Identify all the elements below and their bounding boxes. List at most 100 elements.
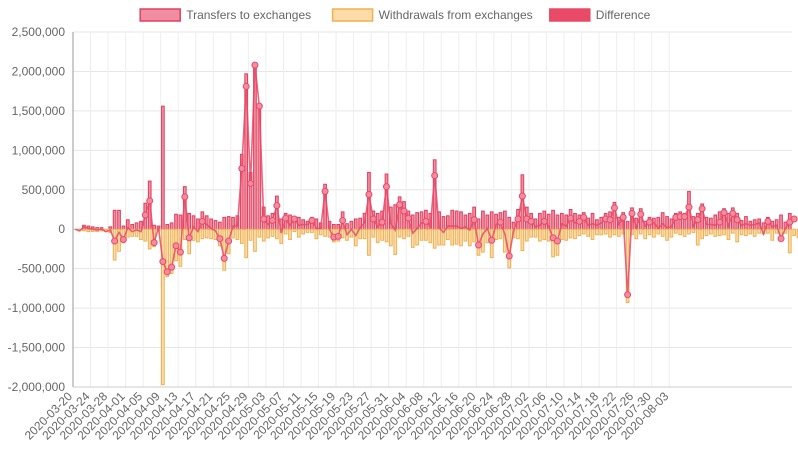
difference-point	[729, 209, 737, 217]
transfers-bar	[551, 209, 555, 230]
difference-point	[720, 209, 728, 217]
difference-point	[334, 232, 342, 240]
withdrawals-bar	[638, 228, 643, 235]
transfers-bar	[507, 216, 512, 230]
difference-point	[567, 214, 575, 222]
y-tick-label: -500,000	[18, 262, 66, 276]
legend-item-transfers[interactable]: Transfers to exchanges	[139, 8, 311, 22]
y-tick-label: 500,000	[22, 183, 66, 197]
withdrawals-bar	[538, 228, 542, 242]
withdrawals-bar	[165, 228, 170, 278]
difference-point	[268, 217, 276, 225]
withdrawals-bar	[432, 228, 437, 249]
transfers-bar	[117, 209, 121, 230]
withdrawals-bar	[283, 228, 288, 235]
difference-point	[580, 213, 588, 221]
bars-layer	[77, 64, 798, 386]
transfers-bar	[402, 201, 406, 230]
withdrawals-bar	[691, 228, 696, 233]
difference-point	[527, 217, 535, 225]
transfers-bar	[625, 220, 630, 230]
withdrawals-bar	[669, 228, 674, 238]
difference-point	[146, 197, 154, 205]
difference-point	[198, 217, 206, 225]
withdrawals-bar	[700, 228, 704, 240]
difference-point	[716, 218, 724, 226]
transfers-bar	[288, 214, 292, 230]
difference-point	[646, 218, 654, 226]
difference-point	[488, 236, 496, 244]
difference-point	[505, 252, 513, 260]
withdrawals-bar	[161, 228, 165, 386]
difference-point	[168, 263, 176, 271]
withdrawals-bar	[709, 228, 713, 235]
difference-point	[163, 268, 171, 276]
withdrawals-bar	[380, 228, 384, 241]
legend[interactable]: Transfers to exchanges Withdrawals from e…	[139, 8, 651, 22]
withdrawals-bar	[82, 228, 86, 232]
withdrawals-bar	[375, 228, 380, 244]
difference-point	[369, 215, 377, 223]
withdrawals-bar	[314, 228, 319, 240]
difference-point	[382, 183, 390, 191]
difference-point	[475, 241, 483, 249]
withdrawals-bar	[730, 228, 735, 234]
withdrawals-bar	[388, 228, 393, 247]
withdrawals-bar	[266, 228, 270, 239]
withdrawals-bar	[467, 228, 472, 247]
difference-point	[185, 234, 193, 242]
difference-point	[606, 216, 614, 224]
transfers-bar	[204, 215, 209, 230]
withdrawals-bar	[362, 228, 367, 240]
withdrawals-bar	[445, 228, 450, 240]
difference-point	[339, 217, 347, 225]
withdrawals-bar	[739, 228, 744, 236]
withdrawals-bar	[200, 228, 205, 240]
difference-point	[216, 235, 224, 243]
difference-point	[396, 201, 404, 209]
transfers-bar	[130, 223, 135, 230]
withdrawals-bar	[643, 228, 647, 240]
y-tick-label: -2,000,000	[8, 380, 66, 394]
withdrawals-bar	[542, 228, 547, 240]
withdrawals-bar	[599, 228, 604, 236]
difference-point	[619, 213, 627, 221]
difference-point	[733, 216, 741, 224]
withdrawals-bar	[520, 228, 525, 252]
difference-point	[172, 242, 180, 250]
difference-point	[628, 209, 636, 217]
withdrawals-bar	[130, 228, 135, 237]
difference-point	[624, 291, 632, 299]
withdrawals-bar	[459, 228, 463, 247]
withdrawals-bar	[301, 228, 306, 235]
withdrawals-bar	[143, 228, 148, 242]
difference-point	[242, 82, 250, 90]
withdrawals-bar	[652, 228, 656, 238]
withdrawals-bar	[687, 228, 691, 235]
legend-item-difference[interactable]: Difference	[549, 8, 651, 22]
legend-swatch	[139, 8, 181, 22]
difference-point	[764, 217, 772, 225]
withdrawals-bar	[384, 228, 389, 243]
difference-point	[540, 217, 548, 225]
difference-point	[282, 214, 290, 222]
difference-point	[496, 218, 504, 226]
withdrawals-bar	[792, 228, 797, 237]
transfers-bar	[384, 173, 389, 230]
y-tick-label: 1,500,000	[12, 104, 66, 118]
transfers-bar	[590, 212, 595, 230]
withdrawals-bar	[288, 228, 292, 240]
transfers-bar	[165, 223, 170, 230]
withdrawals-bar	[586, 228, 590, 237]
withdrawals-bar	[292, 228, 297, 233]
y-tick-label: -1,500,000	[8, 341, 66, 355]
withdrawals-bar	[318, 228, 323, 236]
transfers-bar	[226, 216, 231, 230]
withdrawals-bar	[559, 228, 564, 240]
difference-point	[694, 216, 702, 224]
difference-point	[470, 216, 478, 224]
transfers-bar	[481, 210, 485, 230]
legend-item-withdrawals[interactable]: Withdrawals from exchanges	[331, 8, 533, 22]
withdrawals-bar	[551, 228, 555, 258]
